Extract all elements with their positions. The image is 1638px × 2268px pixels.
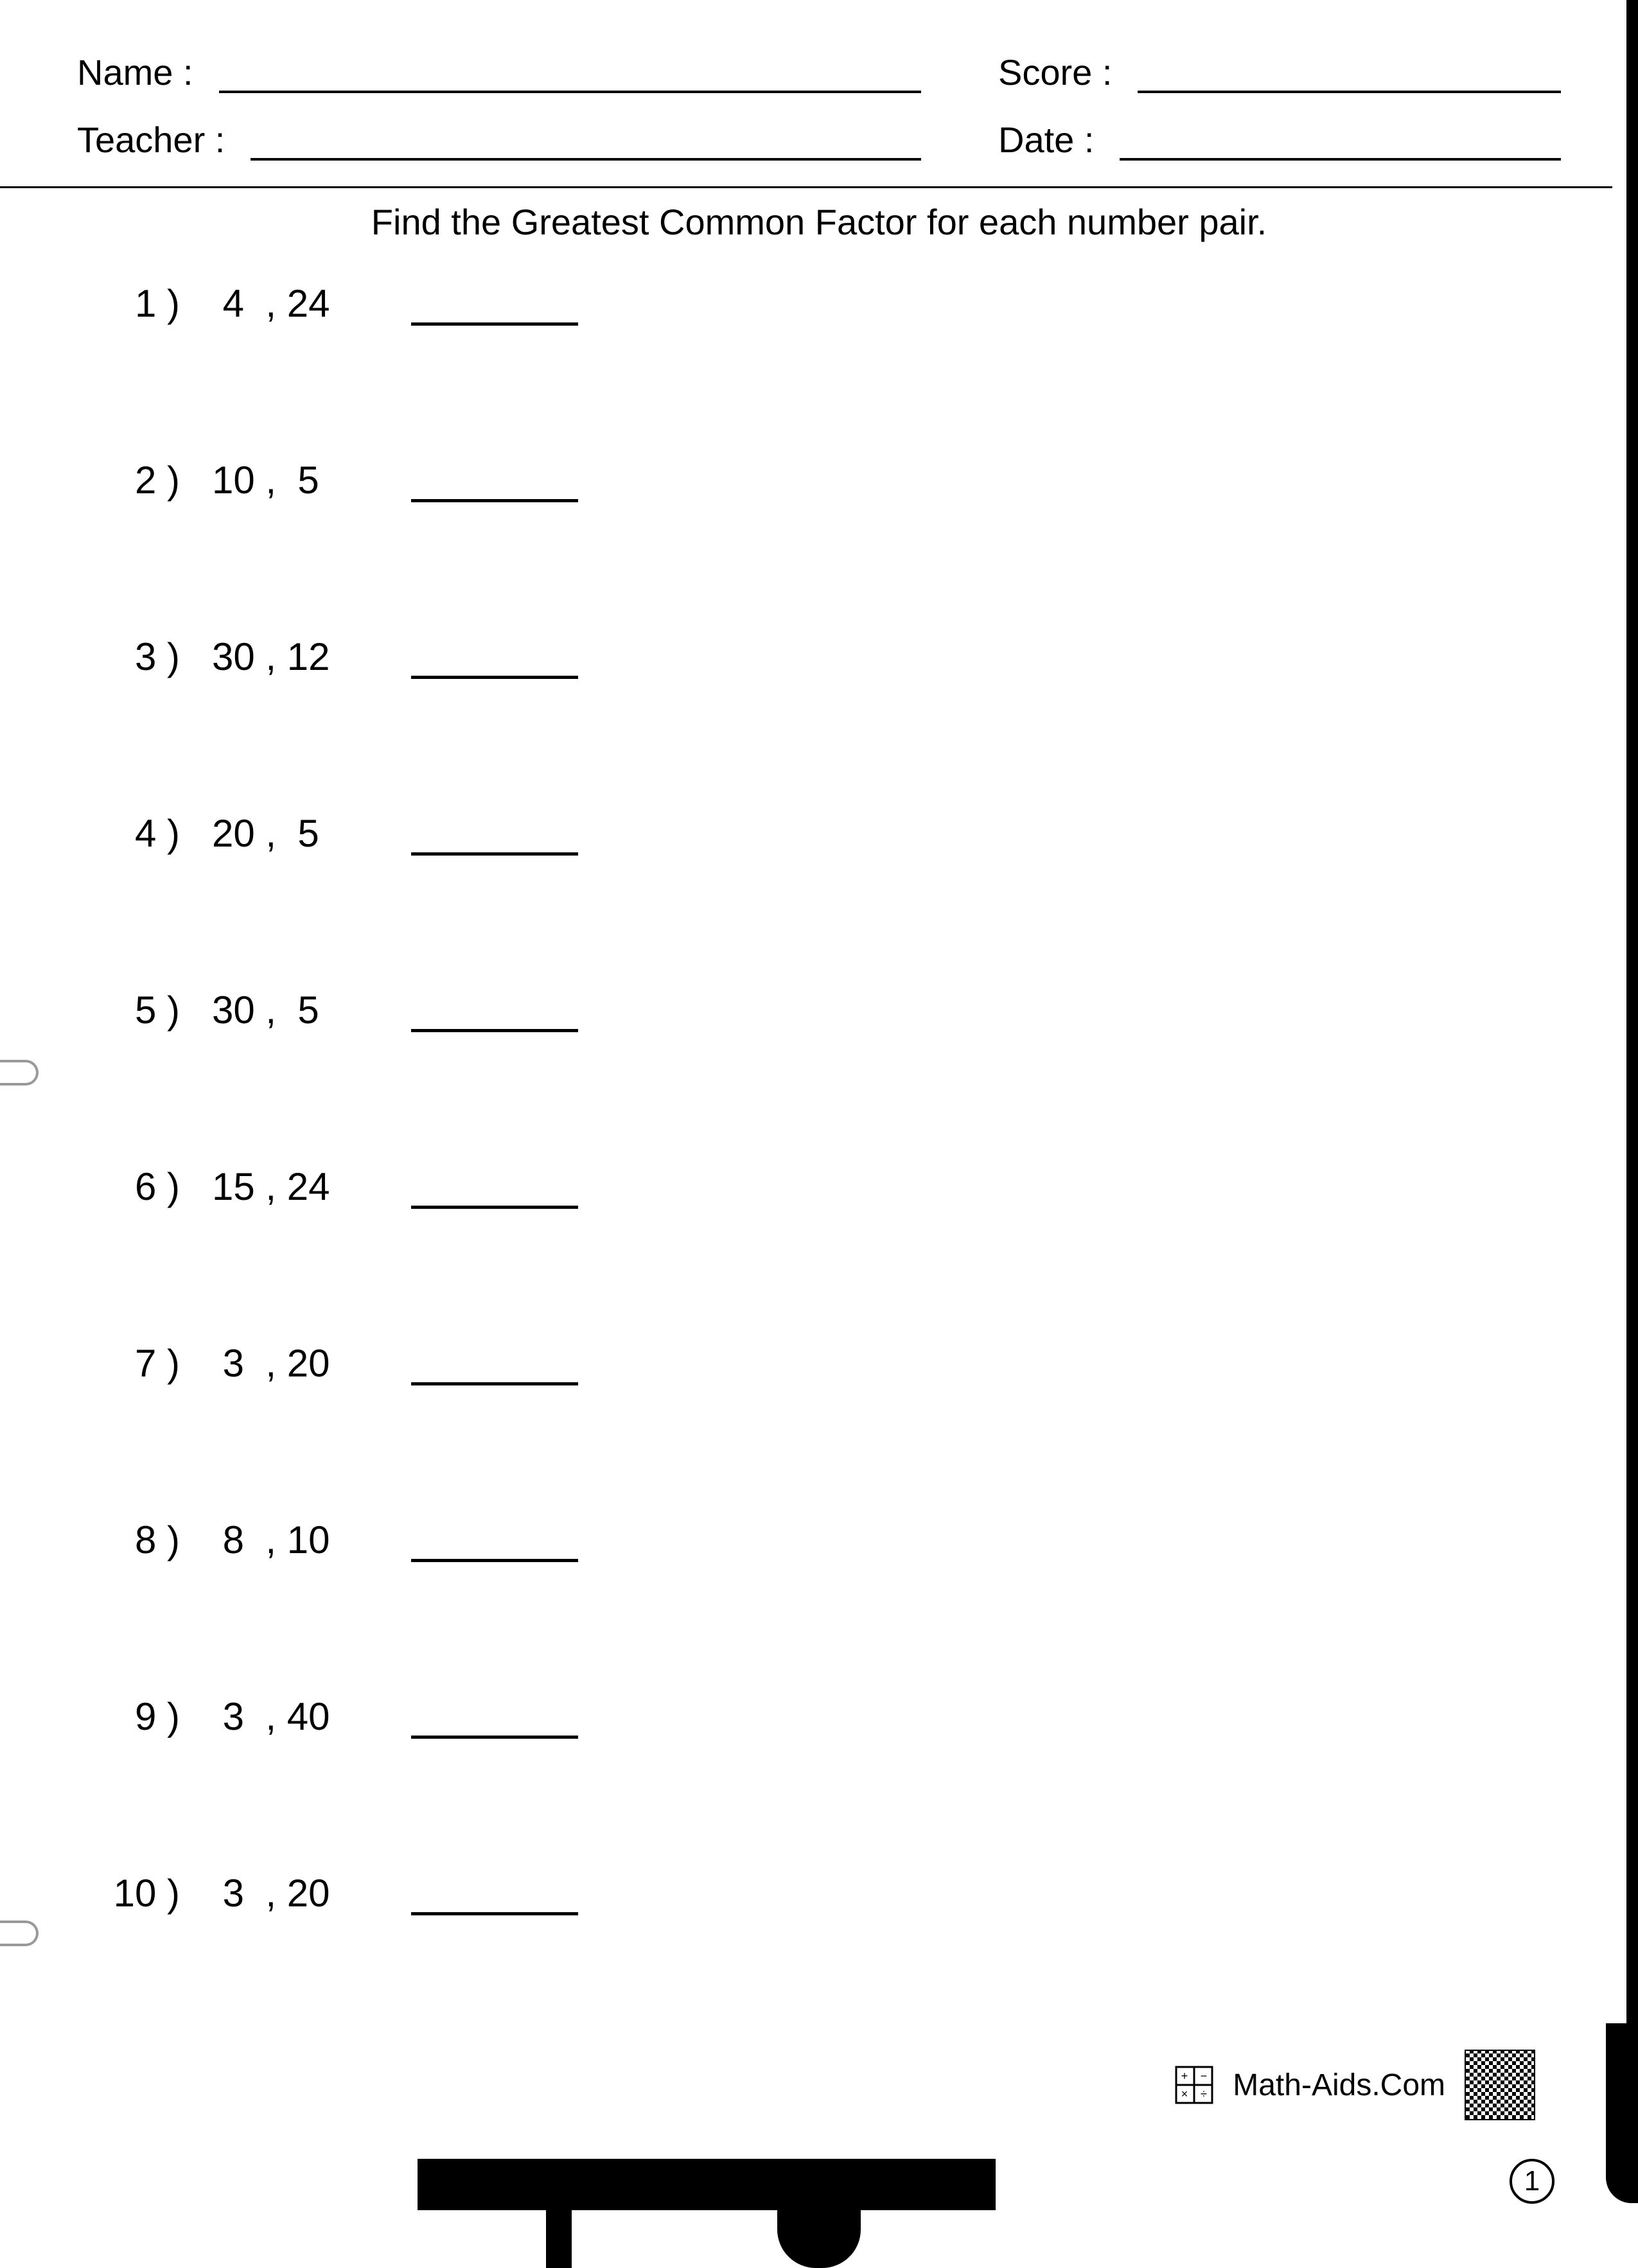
answer-blank[interactable]: [411, 290, 578, 326]
name-label: Name :: [77, 51, 193, 93]
teacher-label: Teacher :: [77, 119, 225, 161]
problem-number: 1 ): [103, 281, 212, 326]
answer-blank[interactable]: [411, 644, 578, 679]
teacher-field: Teacher :: [77, 119, 921, 161]
date-label: Date :: [998, 119, 1094, 161]
problem-row: 7 ) 3 , 20: [103, 1341, 1574, 1385]
page-number: 1: [1524, 2165, 1540, 2197]
problem-pair: 4 , 24: [212, 281, 392, 326]
problem-number: 10 ): [103, 1871, 212, 1915]
scanner-shadow-artifact: [418, 2159, 996, 2210]
problem-pair: 10 , 5: [212, 458, 392, 502]
problem-row: 10 ) 3 , 20: [103, 1871, 1574, 1915]
hole-punch-mark: [0, 1921, 39, 1946]
math-aids-logo-icon: + − × ÷: [1175, 2066, 1213, 2104]
answer-blank[interactable]: [411, 1174, 578, 1209]
score-field: Score :: [998, 51, 1561, 93]
problem-pair: 30 , 12: [212, 635, 392, 679]
problem-number: 5 ): [103, 988, 212, 1032]
problem-row: 5 ) 30 , 5: [103, 988, 1574, 1032]
problem-number: 9 ): [103, 1694, 212, 1739]
worksheet-header: Name : Score : Teacher : Date :: [64, 51, 1574, 161]
problem-number: 7 ): [103, 1341, 212, 1385]
date-field: Date :: [998, 119, 1561, 161]
date-blank-line[interactable]: [1120, 128, 1561, 161]
instructions-text: Find the Greatest Common Factor for each…: [64, 201, 1574, 243]
svg-text:+: +: [1181, 2070, 1188, 2082]
problem-number: 2 ): [103, 458, 212, 502]
answer-blank[interactable]: [411, 1880, 578, 1915]
qr-code-icon: [1465, 2050, 1535, 2120]
problem-row: 1 ) 4 , 24: [103, 281, 1574, 326]
problem-pair: 3 , 40: [212, 1694, 392, 1739]
name-blank-line[interactable]: [219, 61, 922, 93]
header-divider: [0, 186, 1612, 188]
answer-blank[interactable]: [411, 1527, 578, 1562]
problem-pair: 3 , 20: [212, 1341, 392, 1385]
footer: + − × ÷ Math-Aids.Com: [1175, 2050, 1535, 2120]
page-number-circle: 1: [1510, 2159, 1554, 2204]
answer-blank[interactable]: [411, 997, 578, 1032]
problem-row: 4 ) 20 , 5: [103, 811, 1574, 856]
problem-row: 2 ) 10 , 5: [103, 458, 1574, 502]
problem-number: 8 ): [103, 1518, 212, 1562]
svg-text:−: −: [1201, 2070, 1208, 2082]
problem-pair: 20 , 5: [212, 811, 392, 856]
problem-list: 1 ) 4 , 24 2 ) 10 , 5 3 ) 30 , 12 4 ) 20…: [64, 281, 1574, 1915]
problem-number: 6 ): [103, 1165, 212, 1209]
footer-site-text: Math-Aids.Com: [1233, 2068, 1445, 2103]
problem-row: 6 ) 15 , 24: [103, 1165, 1574, 1209]
svg-text:×: ×: [1181, 2088, 1188, 2100]
score-label: Score :: [998, 51, 1112, 93]
answer-blank[interactable]: [411, 1350, 578, 1385]
problem-row: 3 ) 30 , 12: [103, 635, 1574, 679]
hole-punch-mark: [0, 1060, 39, 1086]
problem-row: 8 ) 8 , 10: [103, 1518, 1574, 1562]
problem-number: 4 ): [103, 811, 212, 856]
problem-pair: 8 , 10: [212, 1518, 392, 1562]
problem-row: 9 ) 3 , 40: [103, 1694, 1574, 1739]
header-row-1: Name : Score :: [77, 51, 1561, 93]
name-field: Name :: [77, 51, 921, 93]
problem-pair: 30 , 5: [212, 988, 392, 1032]
answer-blank[interactable]: [411, 467, 578, 502]
problem-pair: 15 , 24: [212, 1165, 392, 1209]
svg-text:÷: ÷: [1201, 2088, 1207, 2100]
problem-pair: 3 , 20: [212, 1871, 392, 1915]
answer-blank[interactable]: [411, 1703, 578, 1739]
answer-blank[interactable]: [411, 820, 578, 856]
header-row-2: Teacher : Date :: [77, 119, 1561, 161]
scan-edge-artifact: [1626, 0, 1638, 2023]
teacher-blank-line[interactable]: [251, 128, 921, 161]
problem-number: 3 ): [103, 635, 212, 679]
worksheet-page: Name : Score : Teacher : Date : Find the…: [0, 0, 1638, 2249]
score-blank-line[interactable]: [1138, 61, 1561, 93]
